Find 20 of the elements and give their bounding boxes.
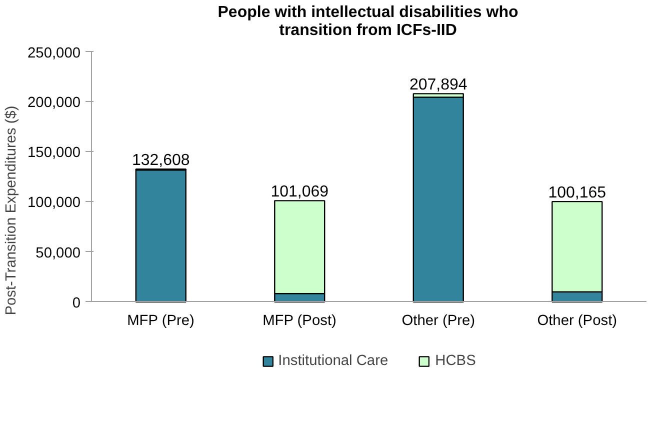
x-tick-label: MFP (Pre)	[127, 312, 194, 329]
x-tick-label: Other (Pre)	[402, 312, 476, 329]
total-label: 101,069	[270, 183, 329, 200]
total-label: 100,165	[548, 184, 606, 202]
total-label: 207,894	[409, 76, 468, 94]
total-label: 132,608	[132, 152, 190, 169]
legend-label: Institutional Care	[278, 352, 388, 369]
x-tick-label: MFP (Post)	[262, 312, 336, 329]
y-tick-label: 100,000	[28, 195, 81, 212]
x-tick-label: Other (Post)	[537, 312, 618, 329]
y-axis-title: Post-Transition Expenditures ($)	[4, 105, 20, 316]
y-tick-label: 0	[72, 295, 81, 312]
y-tick-label: 250,000	[28, 45, 81, 62]
bar	[135, 169, 186, 302]
y-tick-label: 200,000	[28, 94, 81, 111]
y-tick-label: 150,000	[28, 144, 81, 161]
y-tick-label: 50,000	[36, 245, 80, 262]
chart-title: People with intellectual disabilities who transition from ICFs-IID	[218, 4, 518, 41]
bar	[412, 96, 464, 302]
legend-label: HCBS	[435, 352, 476, 369]
